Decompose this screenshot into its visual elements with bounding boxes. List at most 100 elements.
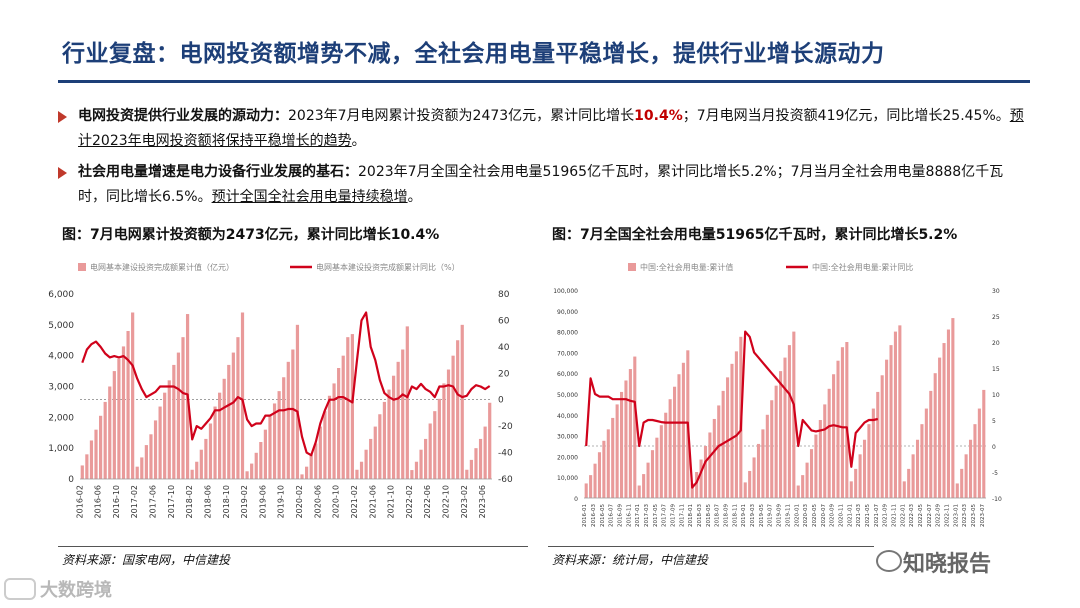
x-tick-label: 2023-03 <box>962 503 968 526</box>
bar <box>646 462 650 498</box>
bar <box>726 377 730 498</box>
page-title: 行业复盘：电网投资额增势不减，全社会用电量平稳增长，提供行业增长源动力 <box>62 41 885 67</box>
x-tick-label: 2021-02 <box>350 485 359 518</box>
bar <box>181 337 185 479</box>
bar <box>611 417 615 498</box>
bar <box>642 474 646 498</box>
x-tick-label: 2020-07 <box>821 504 827 527</box>
bar <box>809 449 814 498</box>
bar <box>144 445 148 479</box>
x-tick-label: 2020-02 <box>295 485 304 518</box>
bar <box>446 369 451 479</box>
y-right-tick-label: -60 <box>498 475 513 485</box>
bar <box>373 426 377 479</box>
bar <box>103 401 107 479</box>
bar <box>796 485 800 498</box>
y-right-tick-label: 20 <box>992 340 1000 347</box>
bar <box>369 438 373 479</box>
bar <box>911 454 915 498</box>
wechat-icon <box>876 550 902 572</box>
bar <box>885 359 889 498</box>
bar <box>442 383 446 479</box>
bar <box>606 429 610 498</box>
bar <box>405 326 409 479</box>
bar <box>717 405 721 498</box>
y-left-tick-label: 40,000 <box>557 413 578 420</box>
y-left-tick-label: 30,000 <box>557 434 578 441</box>
bar <box>108 386 112 479</box>
x-tick-label: 2016-10 <box>112 485 121 518</box>
bar <box>277 391 281 479</box>
x-tick-label: 2021-07 <box>874 504 880 527</box>
bar <box>126 331 130 479</box>
x-tick-label: 2020-01 <box>794 504 800 527</box>
bar <box>968 439 973 498</box>
bar <box>85 454 89 479</box>
x-tick-label: 2022-07 <box>927 504 933 527</box>
legend-label: 电网基本建设投资完成额累计值（亿元） <box>90 262 234 272</box>
x-tick-label: 2019-10 <box>277 485 286 518</box>
bullet-diamond-icon <box>58 167 67 179</box>
y-left-tick-label: 0 <box>574 496 578 503</box>
bar <box>341 355 345 479</box>
bar <box>832 374 836 498</box>
x-tick-label: 2023-07 <box>980 504 986 527</box>
bar <box>756 443 761 498</box>
bar <box>624 380 628 498</box>
x-tick-label: 2020-10 <box>332 485 341 518</box>
x-tick-label: 2018-02 <box>185 485 194 518</box>
bar <box>946 329 950 498</box>
bar <box>960 468 964 498</box>
bar <box>858 454 862 498</box>
bar <box>840 347 844 498</box>
x-tick-label: 2018-06 <box>204 485 213 518</box>
y-right-tick-label: 25 <box>992 314 1000 321</box>
bar <box>236 337 240 479</box>
bar <box>854 468 858 498</box>
x-tick-label: 2018-11 <box>732 504 738 527</box>
x-tick-label: 2023-05 <box>971 504 977 527</box>
bar <box>827 388 831 498</box>
bar <box>787 345 791 498</box>
y-right-tick-label: 0 <box>992 444 996 451</box>
y-left-tick-label: 3,000 <box>48 383 74 393</box>
bar <box>478 438 483 479</box>
bar <box>681 362 685 498</box>
bar <box>907 468 911 498</box>
y-left-tick-label: 60,000 <box>557 371 578 378</box>
chart-power-consumption: 中国:全社会用电量:累计值 中国:全社会用电量:累计同比 0 10,000 20,000… <box>553 262 1002 527</box>
x-tick-label: 2016-03 <box>591 503 597 526</box>
bar <box>240 312 245 479</box>
bar <box>259 442 263 479</box>
bullet-body-2: ；7月电网当月投资额419亿元，同比增长25.45%。 <box>682 108 1010 124</box>
bar <box>327 395 332 479</box>
bar <box>268 415 272 479</box>
figure-1-title: 图：7月电网累计投资额为2473亿元，累计同比增长10.4% <box>62 227 440 243</box>
bar <box>419 449 423 479</box>
x-tick-label: 2020-05 <box>812 503 818 526</box>
bar <box>893 331 897 498</box>
bar <box>823 404 827 498</box>
bullet-power-consumption: 社会用电量增速是电力设备行业发展的基石：2023年7月全国全社会用电量51965… <box>58 160 1026 210</box>
bar <box>880 375 884 498</box>
bar <box>964 454 968 498</box>
bar <box>332 383 336 479</box>
bar <box>286 361 290 479</box>
bar <box>761 429 765 498</box>
bar <box>938 357 942 498</box>
y-left-tick-label: 1,000 <box>48 444 74 454</box>
bullet-head: 电网投资提供行业发展的源动力： <box>78 108 288 124</box>
bullet-end: 。 <box>351 133 366 149</box>
bar <box>414 461 419 479</box>
x-tick-label: 2017-07 <box>662 503 668 526</box>
bar <box>734 351 738 498</box>
bar <box>708 432 712 498</box>
bar <box>703 446 708 498</box>
y-left-tick-label: 0 <box>68 475 74 485</box>
y-left-tick-label: 10,000 <box>557 475 578 482</box>
legend-label: 中国:全社会用电量:累计值 <box>640 262 733 272</box>
bullet-grid-investment: 电网投资提供行业发展的源动力：2023年7月电网累计投资额为2473亿元，累计同… <box>58 104 1026 154</box>
bar <box>433 411 437 479</box>
x-tick-label: 2018-01 <box>688 504 694 527</box>
x-tick-label: 2019-03 <box>750 504 756 527</box>
